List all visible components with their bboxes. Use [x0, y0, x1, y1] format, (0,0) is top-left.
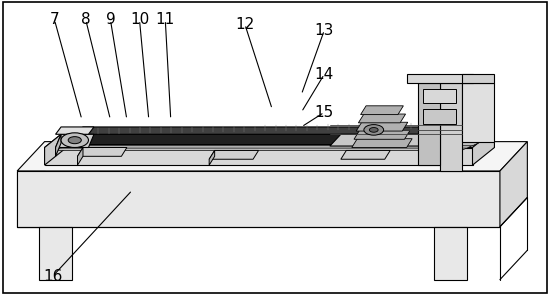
- Polygon shape: [352, 139, 412, 148]
- Polygon shape: [78, 148, 127, 156]
- Text: 13: 13: [315, 22, 334, 37]
- Text: 12: 12: [235, 17, 255, 32]
- Polygon shape: [17, 171, 500, 227]
- Text: 9: 9: [106, 12, 116, 27]
- Polygon shape: [56, 127, 94, 134]
- Text: 8: 8: [81, 12, 91, 27]
- Polygon shape: [72, 134, 461, 145]
- Polygon shape: [341, 150, 390, 159]
- Polygon shape: [361, 106, 403, 115]
- Circle shape: [370, 127, 378, 132]
- Circle shape: [364, 124, 384, 135]
- Polygon shape: [17, 142, 527, 171]
- Polygon shape: [359, 114, 405, 123]
- Polygon shape: [354, 130, 410, 139]
- Polygon shape: [439, 83, 461, 171]
- Text: 7: 7: [50, 12, 59, 27]
- Polygon shape: [39, 227, 72, 280]
- Polygon shape: [423, 109, 456, 124]
- Polygon shape: [434, 227, 467, 280]
- Polygon shape: [500, 142, 527, 227]
- Polygon shape: [45, 130, 494, 148]
- Polygon shape: [56, 134, 94, 148]
- Polygon shape: [45, 130, 67, 165]
- Polygon shape: [78, 148, 83, 165]
- Polygon shape: [356, 122, 408, 131]
- Polygon shape: [72, 127, 461, 134]
- Text: 11: 11: [156, 12, 175, 27]
- Polygon shape: [209, 150, 258, 159]
- Polygon shape: [209, 150, 214, 165]
- Polygon shape: [45, 148, 472, 165]
- Circle shape: [68, 137, 81, 144]
- Text: 10: 10: [130, 12, 149, 27]
- Polygon shape: [423, 89, 456, 104]
- Polygon shape: [461, 83, 494, 142]
- Text: 15: 15: [315, 105, 334, 120]
- Polygon shape: [417, 83, 439, 165]
- Polygon shape: [56, 134, 61, 156]
- Text: 14: 14: [315, 67, 334, 82]
- Polygon shape: [330, 134, 461, 146]
- Polygon shape: [61, 138, 489, 148]
- Circle shape: [61, 133, 89, 148]
- Polygon shape: [56, 140, 483, 150]
- Polygon shape: [472, 130, 494, 165]
- Text: 16: 16: [43, 269, 63, 283]
- Polygon shape: [67, 135, 494, 146]
- Polygon shape: [17, 171, 45, 227]
- Polygon shape: [406, 74, 472, 83]
- Polygon shape: [461, 74, 494, 83]
